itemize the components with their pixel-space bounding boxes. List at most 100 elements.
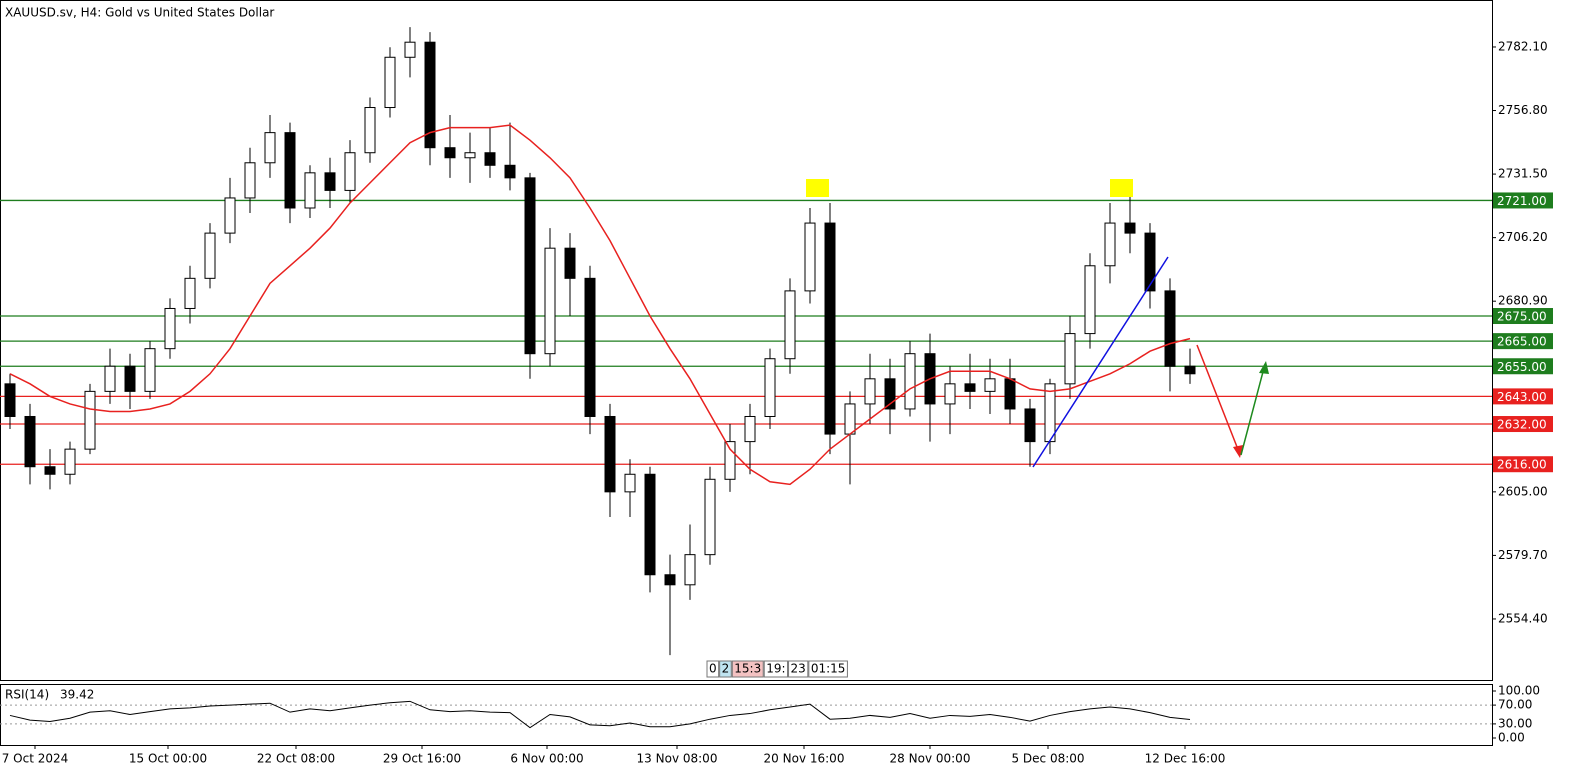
- moving-average: [9, 124, 1191, 486]
- candle-body: [884, 378, 896, 410]
- level-tag: [1493, 308, 1553, 325]
- y-tick-label: 2680.90: [1498, 294, 1548, 308]
- candle-body: [24, 415, 36, 468]
- candle-body: [444, 147, 456, 159]
- y-tick-label: 100.00: [1498, 684, 1540, 698]
- candle-body: [844, 403, 856, 435]
- y-tick-label: 2706.20: [1498, 230, 1548, 244]
- y-tick-label: 30.00: [1498, 716, 1532, 730]
- candle-body: [784, 290, 796, 360]
- candle-body: [384, 56, 396, 109]
- candle-body: [184, 277, 196, 309]
- candle-body: [964, 383, 976, 392]
- candle-body: [44, 466, 56, 475]
- level-label: 2675.00: [1497, 310, 1547, 324]
- candle-body: [104, 365, 116, 392]
- rsi-line: [9, 700, 1191, 729]
- candle-body: [944, 383, 956, 405]
- level-label: 2643.00: [1497, 390, 1547, 404]
- candle-body: [404, 41, 416, 58]
- annotations: [806, 179, 1269, 468]
- y-tick-label: 70.00: [1498, 698, 1532, 712]
- time-bar-item: 19:: [766, 662, 785, 676]
- candle-body: [424, 41, 436, 149]
- x-tick-label: 13 Nov 08:00: [637, 752, 718, 766]
- candle-body: [1004, 378, 1016, 410]
- y-tick-label: 2579.70: [1498, 548, 1548, 562]
- candle-body: [804, 222, 816, 292]
- candle-body: [724, 441, 736, 480]
- candle-body: [904, 353, 916, 410]
- level-label: 2616.00: [1497, 458, 1547, 472]
- time-bar-item: 23: [791, 662, 806, 676]
- x-tick-label: 12 Dec 16:00: [1145, 752, 1226, 766]
- candle-body: [644, 473, 656, 576]
- candle-body: [124, 365, 136, 392]
- candle-body: [1024, 408, 1036, 443]
- time-bar-item: 15:3: [734, 662, 761, 676]
- level-label: 2632.00: [1497, 418, 1547, 432]
- time-bar-cell: [731, 660, 764, 678]
- level-tag: [1493, 456, 1553, 473]
- y-tick-label: 2731.50: [1498, 167, 1548, 181]
- candle-body: [1144, 232, 1156, 292]
- time-bar-item: 0: [709, 662, 717, 676]
- x-tick-label: 20 Nov 16:00: [764, 752, 845, 766]
- candle-body: [1104, 222, 1116, 267]
- x-tick-label: 7 Oct 2024: [2, 752, 69, 766]
- candle-body: [224, 197, 236, 234]
- candle-body: [824, 222, 836, 435]
- candle-body: [704, 478, 716, 556]
- candle-body: [984, 378, 996, 392]
- candle-body: [1184, 365, 1196, 375]
- highlight-box: [806, 179, 829, 197]
- candle-body: [304, 172, 316, 209]
- candle-body: [564, 247, 576, 279]
- candle-body: [604, 415, 616, 493]
- candle-body: [364, 107, 376, 154]
- level-tag: [1493, 333, 1553, 350]
- x-tick-label: 22 Oct 08:00: [257, 752, 335, 766]
- x-tick-label: 15 Oct 00:00: [129, 752, 207, 766]
- time-bar-cell: [808, 660, 848, 678]
- candle-body: [504, 164, 516, 179]
- time-bar-item: 01:15: [811, 662, 846, 676]
- candle-body: [764, 358, 776, 417]
- y-tick-label: 2554.40: [1498, 611, 1548, 625]
- level-tag: [1493, 416, 1553, 433]
- candle-body: [1044, 383, 1056, 443]
- level-label: 2721.00: [1497, 194, 1547, 208]
- candle-body: [84, 390, 96, 450]
- x-tick-label: 28 Nov 00:00: [890, 752, 971, 766]
- x-tick-label: 29 Oct 16:00: [383, 752, 461, 766]
- candle-body: [264, 132, 276, 164]
- rsi-panel-frame: [0, 684, 1493, 746]
- rsi-value: 39.42: [60, 688, 94, 702]
- chart-title: XAUUSD.sv, H4: Gold vs United States Dol…: [5, 6, 274, 20]
- candle-body: [1084, 265, 1096, 335]
- time-bar-cell: [788, 660, 809, 678]
- candle-body: [244, 162, 256, 199]
- arrow-down: [1196, 344, 1240, 453]
- candle-body: [624, 473, 636, 493]
- candle-body: [4, 383, 16, 417]
- candle-body: [324, 172, 336, 191]
- highlight-box: [1110, 179, 1133, 197]
- arrow-up: [1240, 367, 1265, 456]
- candle-body: [1064, 333, 1076, 385]
- candle-body: [524, 177, 536, 355]
- arrow-head: [1259, 361, 1269, 374]
- y-tick-label: 0.00: [1498, 730, 1525, 744]
- candle-body: [684, 554, 696, 586]
- candle-body: [864, 378, 876, 405]
- candle-body: [344, 152, 356, 191]
- trend-line: [1032, 256, 1169, 468]
- time-bar-cell: [706, 660, 720, 678]
- time-bar-cell: [719, 660, 732, 678]
- candle-body: [744, 415, 756, 443]
- level-label: 2655.00: [1497, 360, 1547, 374]
- y-tick-label: 2605.00: [1498, 484, 1548, 498]
- x-tick-label: 5 Dec 08:00: [1011, 752, 1084, 766]
- level-tag: [1493, 358, 1553, 375]
